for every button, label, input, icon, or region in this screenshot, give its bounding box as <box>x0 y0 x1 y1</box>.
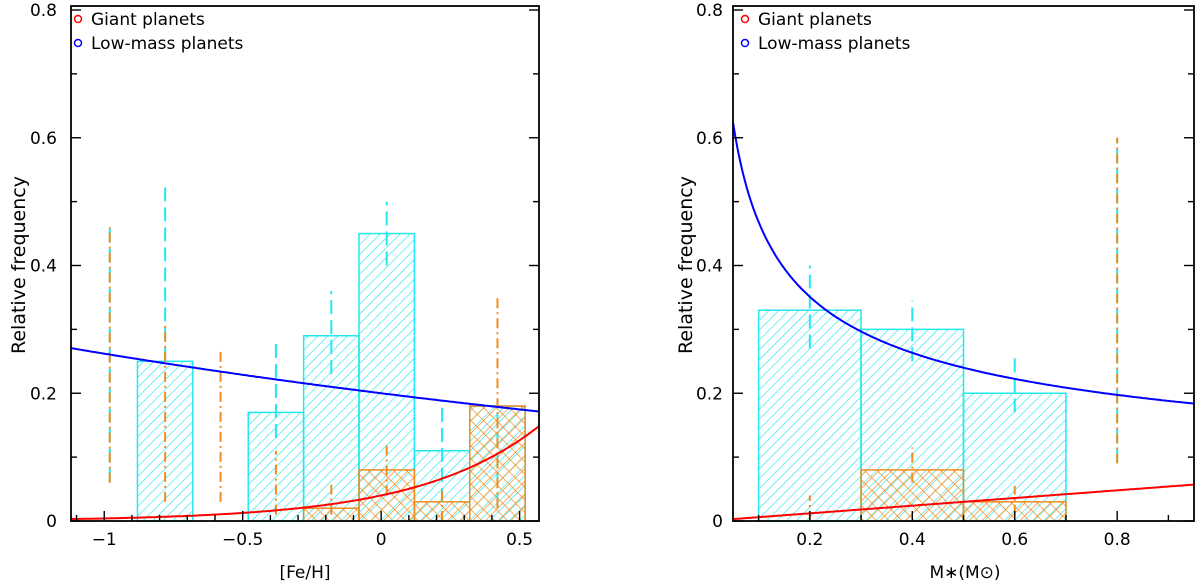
giant-fit-curve <box>70 425 540 521</box>
y-tick-label: 0 <box>46 512 57 532</box>
plot-frame <box>70 5 540 522</box>
x-tick-label: 0.8 <box>1104 530 1131 550</box>
y-tick-label: 0.8 <box>696 1 723 21</box>
x-tick-label: 0.2 <box>796 530 823 550</box>
y-tick-label: 0.2 <box>30 384 57 404</box>
legend-marker-lowmass <box>740 38 750 48</box>
x-tick-label: 0.5 <box>506 530 533 550</box>
legend-label: Low-mass planets <box>91 34 244 54</box>
x-tick-label: 0.4 <box>899 530 926 550</box>
metallicity-panel: 0 0.2 0.4 0.6 0.8 −1 −0.5 0 0.5 [Fe/H] Relative fr… <box>8 1 540 583</box>
y-tick-label: 0.2 <box>696 384 723 404</box>
x-tick-label: −0.5 <box>222 530 263 550</box>
legend-label: Giant planets <box>758 10 872 30</box>
x-axis-label: M∗(M⊙) <box>929 563 1000 583</box>
x-tick-label: −1 <box>92 530 117 550</box>
y-tick-label: 0 <box>712 512 723 532</box>
y-axis-label: Relative frequency <box>8 176 30 354</box>
legend-marker-giant <box>73 14 83 24</box>
y-axis-label: Relative frequency <box>675 176 697 354</box>
y-tick-label: 0.4 <box>696 257 723 277</box>
legend-marker-lowmass <box>73 38 83 48</box>
x-tick-label: 0.6 <box>1001 530 1028 550</box>
y-tick-label: 0.6 <box>696 129 723 149</box>
lowmass-fit-curve <box>732 122 1195 405</box>
y-tick-label: 0.4 <box>30 257 57 277</box>
legend-label: Giant planets <box>91 10 205 30</box>
x-axis-label: [Fe/H] <box>279 563 330 583</box>
y-tick-label: 0.6 <box>30 129 57 149</box>
legend-marker-giant <box>740 14 750 24</box>
legend-label: Low-mass planets <box>758 34 911 54</box>
x-tick-label: 0 <box>376 530 387 550</box>
lowmass-fit-curve <box>70 347 540 413</box>
y-tick-label: 0.8 <box>30 1 57 21</box>
stellar-mass-panel: 0 0.2 0.4 0.6 0.8 0.2 0.4 0.6 0.8 M∗(M⊙) Relative … <box>675 1 1195 583</box>
